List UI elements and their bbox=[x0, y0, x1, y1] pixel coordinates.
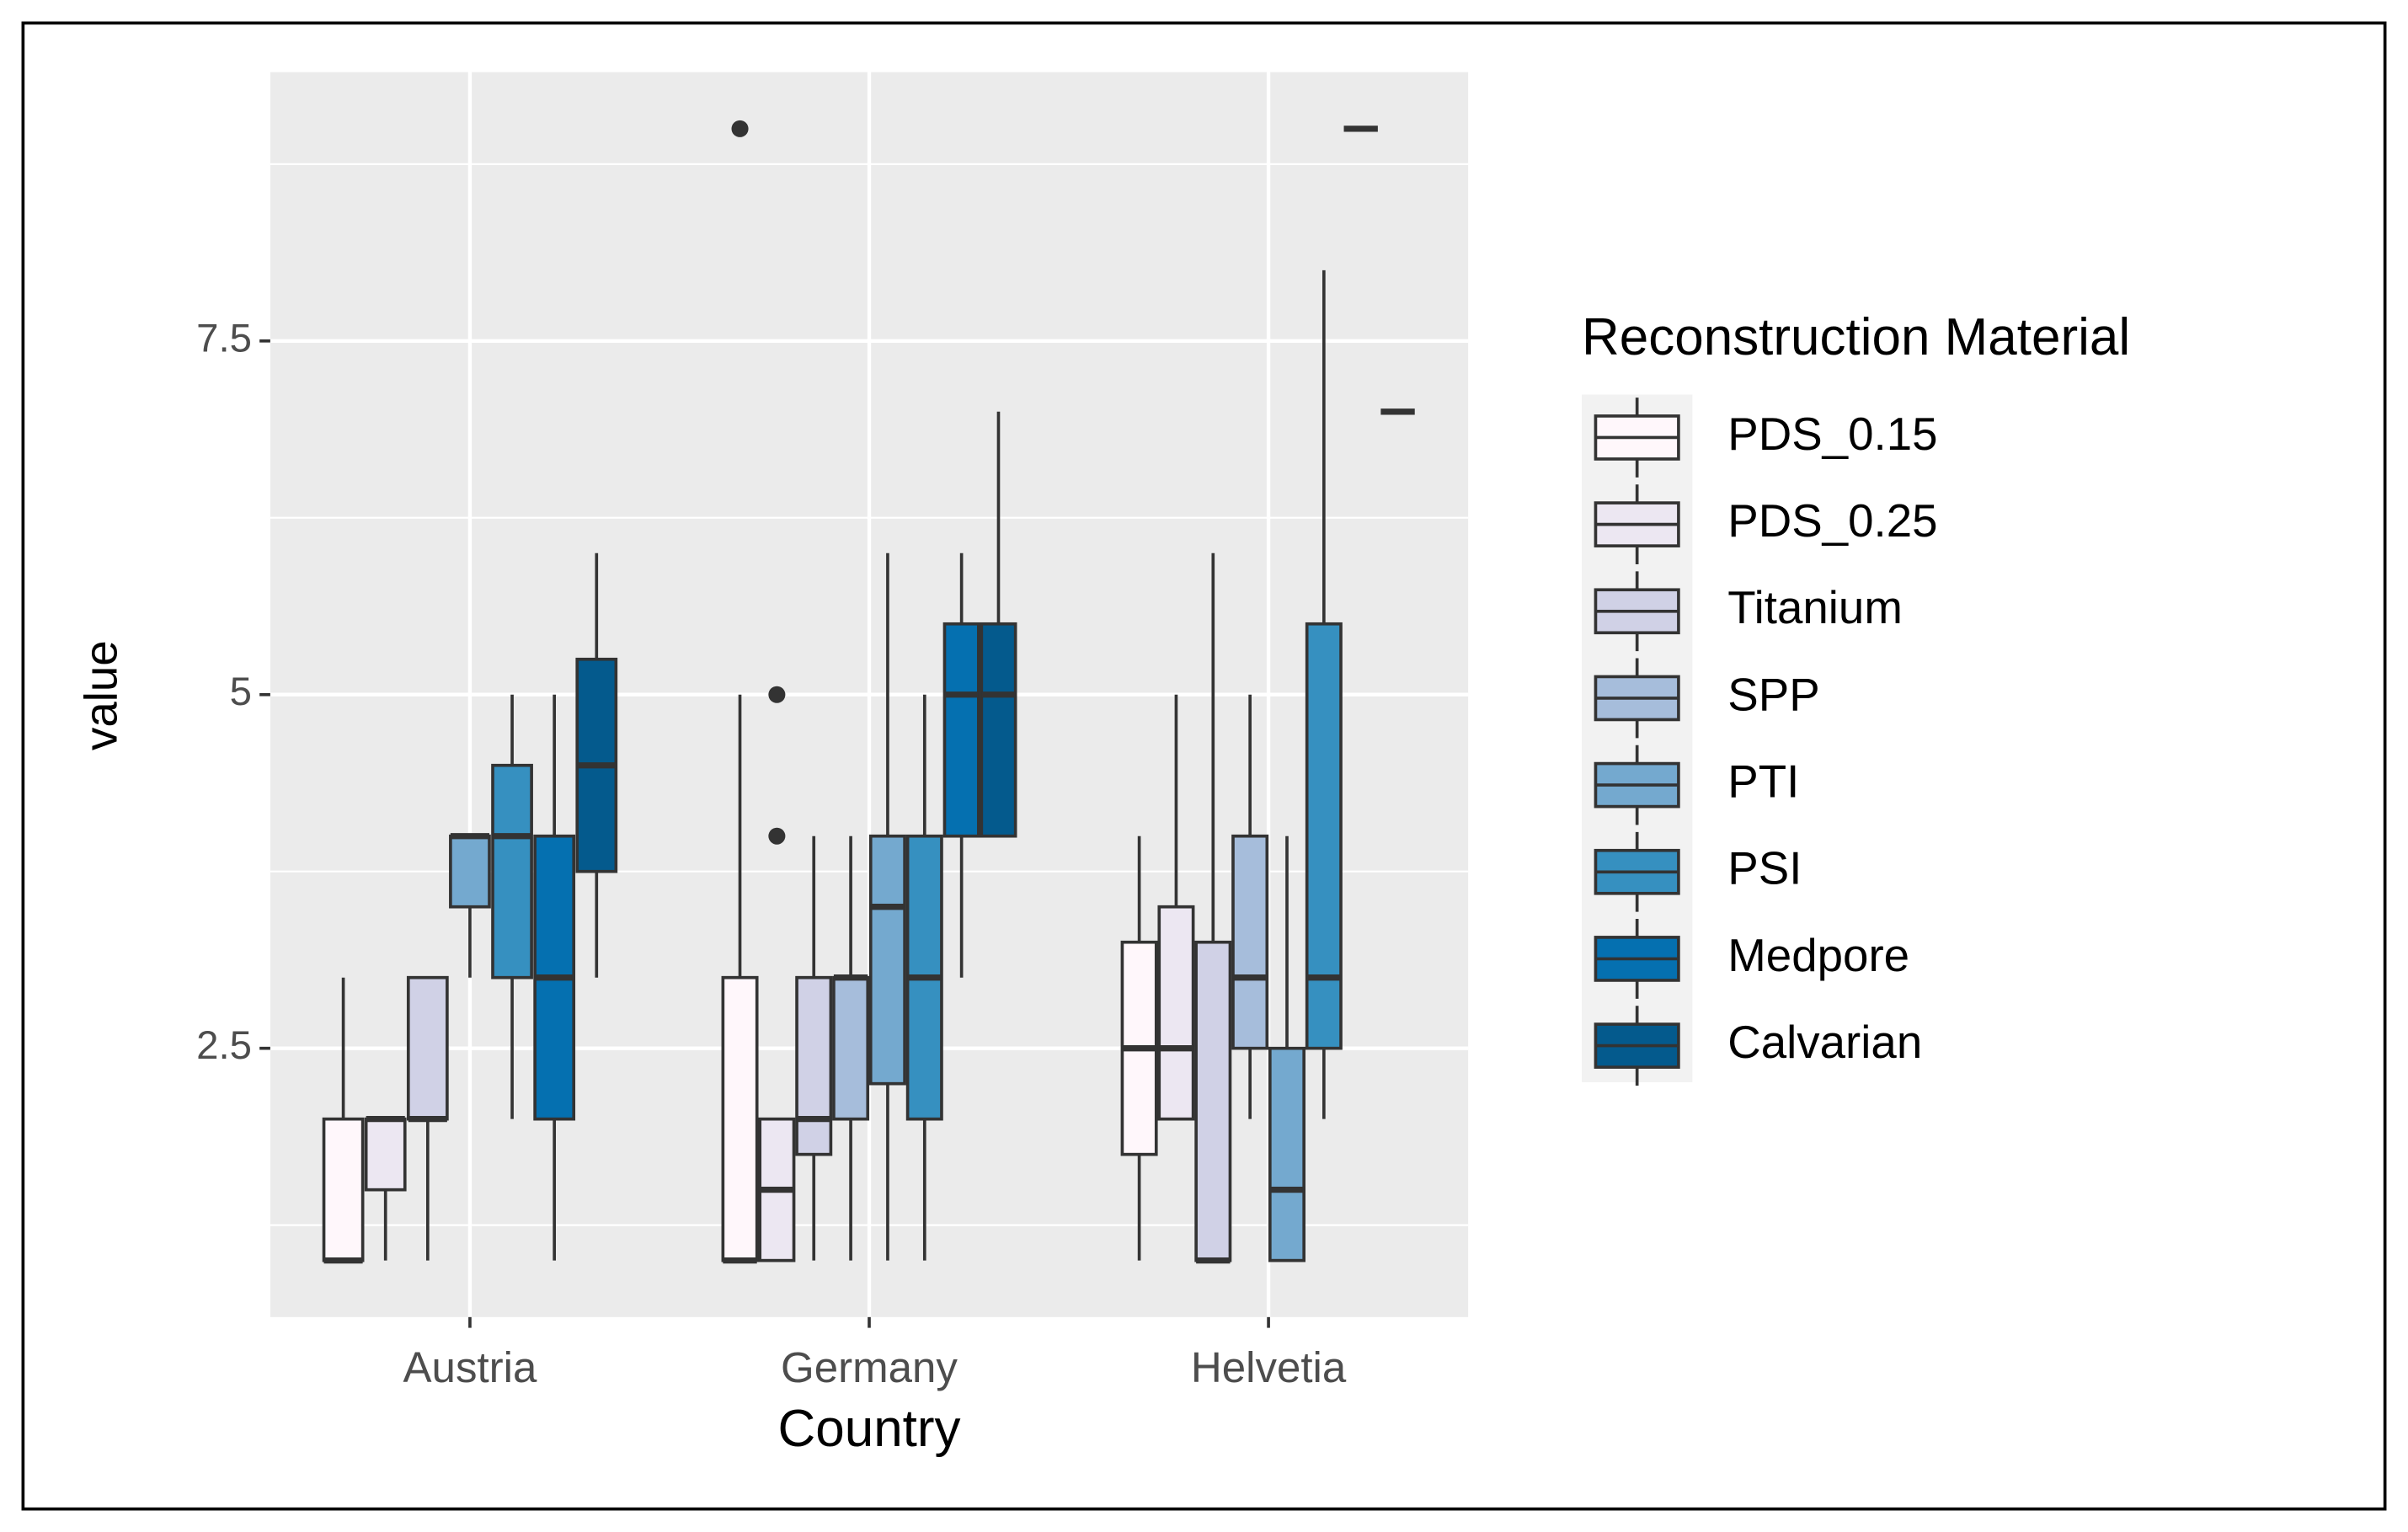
x-axis-label: Country bbox=[777, 1400, 960, 1458]
legend-label: SPP bbox=[1727, 668, 1819, 720]
box bbox=[980, 622, 1017, 838]
legend-label: PDS_0.25 bbox=[1727, 494, 1937, 547]
box bbox=[832, 975, 870, 1121]
box bbox=[1157, 905, 1195, 1121]
box bbox=[795, 975, 833, 1156]
y-axis-label: value bbox=[74, 640, 126, 750]
outlier bbox=[731, 120, 749, 137]
box bbox=[364, 1117, 407, 1192]
outlier bbox=[768, 686, 786, 703]
box bbox=[322, 1117, 365, 1262]
y-tick-label: 2.5 bbox=[196, 1023, 252, 1068]
box bbox=[942, 622, 980, 838]
x-tick-label: Germany bbox=[781, 1343, 958, 1391]
box bbox=[449, 834, 491, 909]
box bbox=[868, 834, 906, 1086]
box bbox=[491, 763, 533, 980]
legend-label: PDS_0.15 bbox=[1727, 408, 1937, 460]
x-tick-label: Austria bbox=[403, 1343, 537, 1391]
legend-title: Reconstruction Material bbox=[1582, 308, 2130, 366]
legend-label: PTI bbox=[1727, 755, 1799, 808]
legend-label: Medpore bbox=[1727, 929, 1909, 981]
legend-label: Titanium bbox=[1727, 581, 1903, 633]
box bbox=[1305, 622, 1343, 1050]
box bbox=[406, 975, 449, 1121]
outlier bbox=[768, 827, 786, 845]
legend-label: Calvarian bbox=[1727, 1016, 1922, 1068]
y-tick-label: 5 bbox=[230, 670, 252, 714]
box bbox=[1268, 1046, 1306, 1262]
x-tick-label: Helvetia bbox=[1191, 1343, 1347, 1391]
box bbox=[1231, 834, 1269, 1050]
y-tick-label: 7.5 bbox=[196, 316, 252, 360]
legend-label: PSI bbox=[1727, 842, 1802, 894]
box bbox=[721, 975, 759, 1262]
box bbox=[1194, 940, 1232, 1262]
